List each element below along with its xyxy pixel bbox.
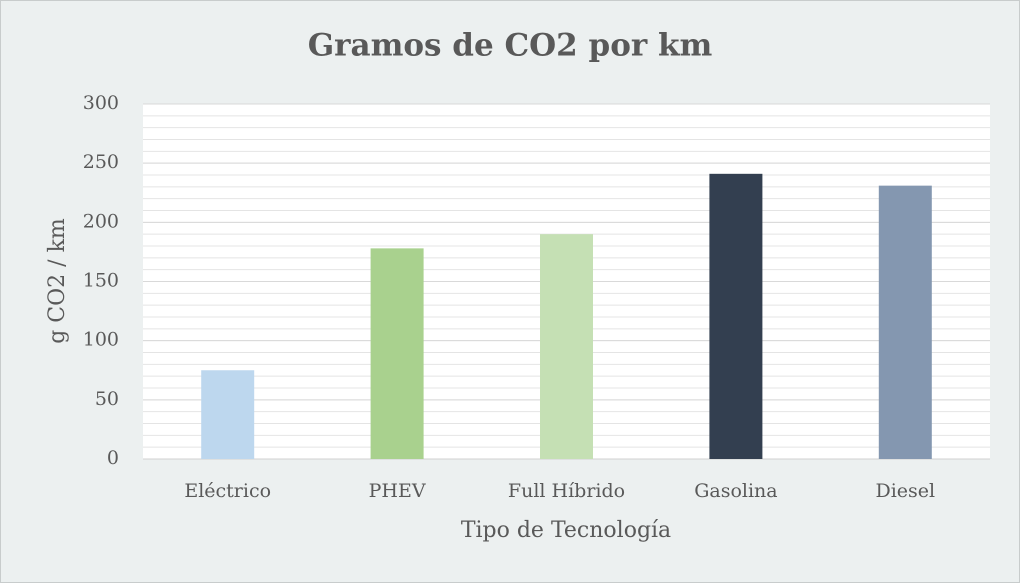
y-tick-label: 250: [83, 151, 119, 173]
chart-title: Gramos de CO2 por km: [308, 28, 713, 64]
y-axis-label: g CO2 / km: [45, 218, 70, 344]
bar: [201, 370, 255, 459]
bar: [709, 173, 763, 460]
x-tick-label: Diesel: [875, 480, 935, 502]
x-tick-label: Eléctrico: [184, 480, 271, 502]
x-tick-label: Full Híbrido: [508, 480, 625, 502]
y-tick-label: 200: [83, 210, 119, 232]
bar: [878, 185, 932, 459]
y-tick-label: 0: [107, 447, 119, 469]
x-tick-label: PHEV: [369, 480, 426, 502]
y-tick-label: 100: [83, 329, 119, 351]
y-tick-label: 300: [83, 92, 119, 114]
y-tick-label: 150: [83, 270, 119, 292]
y-tick-label: 50: [95, 388, 119, 410]
bar: [540, 234, 593, 459]
bar: [370, 248, 424, 459]
x-tick-label: Gasolina: [694, 480, 777, 502]
x-axis-label: Tipo de Tecnología: [461, 518, 671, 543]
